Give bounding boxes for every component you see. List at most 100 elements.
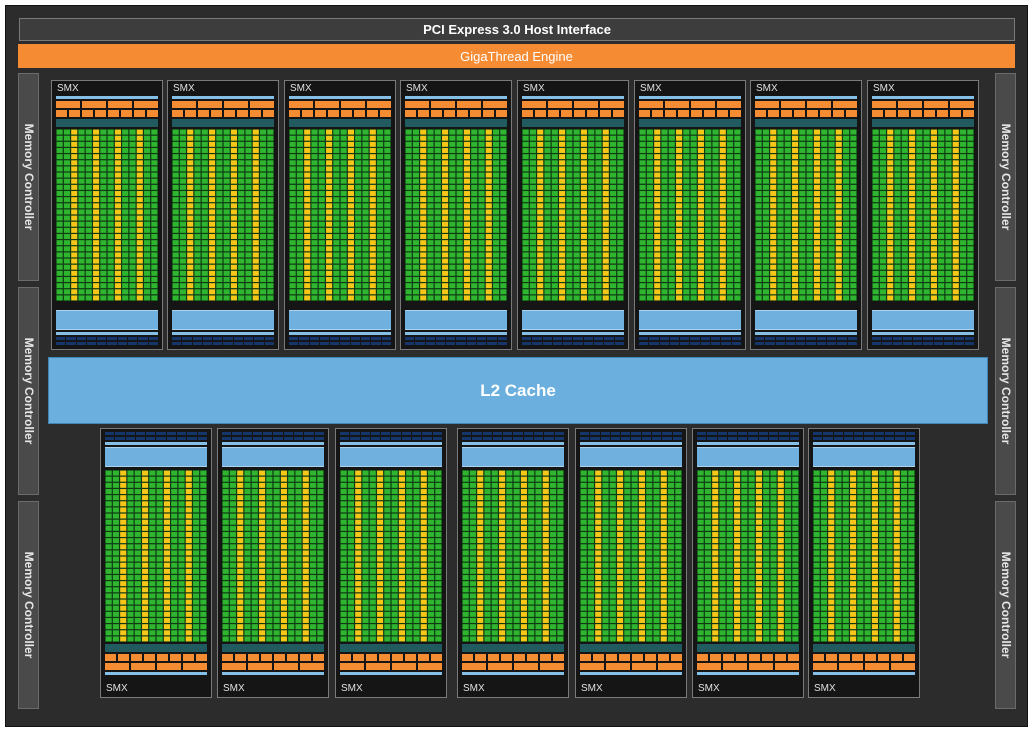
cuda-core [945,197,952,203]
cuda-core [171,550,178,556]
warp-scheduler-row-cell [457,101,481,108]
special-function-unit [209,135,216,141]
cuda-core [734,184,741,190]
texture-unit-row-cell [785,342,796,345]
special-function-unit [420,264,427,270]
cuda-core [193,482,200,488]
cuda-core [960,135,967,141]
cuda-core [762,160,769,166]
special-function-unit [142,593,149,599]
cuda-core [288,550,295,556]
special-function-unit [136,252,143,258]
cuda-core [478,172,485,178]
special-function-unit [770,191,777,196]
cuda-core [362,141,369,147]
cuda-core [85,221,92,227]
special-function-unit [377,575,384,580]
special-function-unit [654,283,661,289]
cuda-core [493,295,500,301]
cuda-core [63,240,70,246]
cuda-core [151,221,158,227]
cuda-core [434,264,441,270]
cuda-core [529,215,536,221]
cuda-core [945,129,952,135]
special-function-unit [252,252,259,258]
special-function-unit [485,135,492,141]
cuda-core [843,283,850,289]
special-function-unit [580,289,587,295]
cuda-core [100,172,107,178]
cuda-core [122,172,129,178]
cuda-core [56,252,63,258]
cuda-core [260,283,267,289]
special-function-unit [71,283,78,289]
special-function-unit [230,154,237,160]
special-function-unit [142,624,149,630]
texture-unit-row-cell [405,337,415,340]
special-function-unit [537,234,544,239]
special-function-unit [187,240,194,246]
special-function-unit [676,246,683,252]
cuda-core [405,252,412,258]
special-function-unit [499,550,506,556]
cuda-core [727,227,734,233]
cuda-core [960,227,967,233]
cuda-core [216,197,223,203]
cuda-core [194,178,201,184]
special-function-unit [792,289,799,295]
cuda-core [273,562,280,568]
cuda-core [362,252,369,258]
cuda-core [172,129,179,135]
cuda-core [850,240,857,246]
special-function-unit [676,160,683,166]
special-function-unit [347,215,354,221]
special-function-unit [654,166,661,172]
cuda-core [406,593,413,599]
cuda-core [427,160,434,166]
cuda-core [705,166,712,172]
cuda-core [734,135,741,141]
cuda-core [245,203,252,209]
cuda-core [529,221,536,227]
cuda-core [821,234,828,239]
cuda-core [216,246,223,252]
cuda-core [945,295,952,301]
cuda-core [201,197,208,203]
special-function-unit [930,191,937,196]
cuda-core [938,246,945,252]
cuda-core [617,141,624,147]
cuda-core [712,135,719,141]
special-function-unit [114,209,121,215]
cuda-core [938,289,945,295]
special-function-unit [304,270,311,276]
cuda-core [799,246,806,252]
cuda-core [821,172,828,178]
dispatch-unit-row [639,110,741,117]
cuda-core [573,252,580,258]
special-function-unit [719,234,726,239]
cuda-core [610,191,617,196]
cuda-core [916,277,923,282]
texture-unit-row-cell [944,337,954,340]
cuda-core [260,172,267,178]
cuda-core [340,289,347,295]
cuda-core [683,258,690,264]
special-function-unit [477,587,484,593]
cuda-core [734,258,741,264]
cuda-core [172,172,179,178]
cuda-core [144,184,151,190]
cuda-core [828,209,835,215]
cuda-core [529,135,536,141]
cuda-core [201,221,208,227]
cuda-core [149,593,156,599]
special-function-unit [930,246,937,252]
special-function-unit [209,277,216,282]
cuda-core [85,283,92,289]
special-function-unit [485,270,492,276]
cuda-core [755,227,762,233]
cuda-core [245,191,252,196]
dispatch-unit-row-cell [950,110,961,117]
texture-unit-row [105,432,207,435]
special-function-unit [355,476,362,482]
cuda-core [310,476,317,482]
